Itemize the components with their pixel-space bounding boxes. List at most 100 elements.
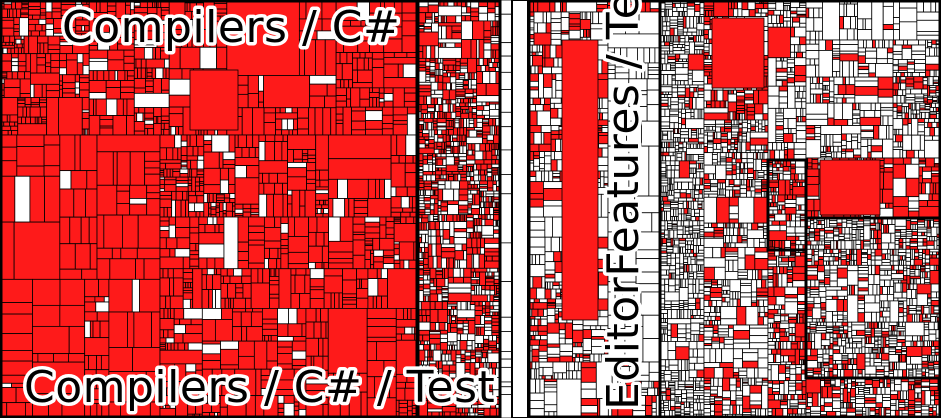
treemap-cell-editorfeatures-test bbox=[664, 229, 669, 236]
treemap-cell-editorfeatures-test bbox=[669, 50, 674, 55]
treemap-cell-editorfeatures-test bbox=[553, 57, 559, 68]
treemap-cell-compilers-csharp-test bbox=[262, 268, 270, 284]
treemap-cell-editorfeatures-test bbox=[666, 165, 672, 171]
treemap-cell-editorfeatures-test bbox=[733, 89, 738, 95]
treemap-cell-compilers-csharp-test bbox=[448, 176, 454, 182]
treemap-cell-compilers-csharp-test bbox=[429, 322, 436, 331]
treemap-cell-compilers-csharp-test bbox=[166, 168, 171, 178]
treemap-cell-compilers-csharp-test bbox=[173, 324, 186, 335]
treemap-cell-editorfeatures-test bbox=[691, 69, 705, 82]
treemap-cell-editorfeatures-test bbox=[568, 361, 575, 372]
treemap-cell-compilers-csharp-test bbox=[263, 247, 270, 260]
treemap-cell-editorfeatures-test bbox=[680, 404, 685, 411]
treemap-cell-compilers-csharp-test bbox=[450, 180, 460, 190]
treemap-cell-editorfeatures-test bbox=[684, 227, 690, 232]
treemap-cell-editorfeatures-test bbox=[687, 256, 692, 265]
treemap-cell-compilers-csharp-test bbox=[316, 216, 329, 233]
treemap-cell-editorfeatures-test bbox=[674, 128, 678, 135]
treemap-cell-editorfeatures-test bbox=[681, 108, 687, 114]
treemap-cell-compilers-csharp bbox=[378, 101, 385, 108]
treemap-cell-editorfeatures-test bbox=[690, 322, 701, 332]
treemap-cell-editorfeatures-test bbox=[710, 186, 719, 192]
treemap-cell-compilers-csharp bbox=[168, 113, 184, 128]
treemap-cell-editorfeatures-test bbox=[664, 366, 670, 371]
treemap-cell-editorfeatures-test bbox=[543, 391, 558, 406]
treemap-cell-compilers-csharp-test bbox=[442, 72, 448, 78]
treemap-cell-editorfeatures-test bbox=[692, 143, 697, 149]
treemap-cell-compilers-csharp-test bbox=[481, 214, 486, 220]
treemap-cell-editorfeatures-test bbox=[670, 394, 676, 400]
treemap-cell-compilers-csharp-test bbox=[258, 141, 266, 162]
treemap-cell-compilers-csharp bbox=[378, 92, 385, 100]
treemap-cell-compilers-csharp-test bbox=[460, 353, 466, 359]
treemap-cell-compilers-csharp bbox=[152, 78, 162, 94]
treemap-cell-compilers-csharp bbox=[20, 13, 29, 19]
treemap-cell-compilers-csharp-test bbox=[453, 141, 459, 147]
treemap-cell-compilers-csharp bbox=[153, 123, 162, 136]
treemap-cell-editorfeatures-test bbox=[703, 126, 708, 131]
treemap-cell-editorfeatures-test bbox=[690, 315, 694, 320]
treemap-cell-compilers-csharp-test bbox=[486, 176, 493, 182]
treemap-cell-compilers-csharp bbox=[120, 92, 135, 100]
treemap-cell-editorfeatures-test bbox=[663, 313, 668, 319]
treemap-cell-editorfeatures-test bbox=[688, 348, 694, 358]
treemap-cell-compilers-csharp-test bbox=[430, 93, 444, 99]
treemap-cell-compilers-csharp-test bbox=[486, 139, 494, 145]
treemap-cell-editorfeatures-test bbox=[673, 169, 680, 179]
treemap-cell-editorfeatures-test bbox=[755, 121, 759, 127]
treemap-cell-compilers-csharp-test bbox=[474, 310, 483, 316]
treemap-cell-compilers-csharp bbox=[45, 83, 60, 92]
treemap-cell-compilers-csharp-test bbox=[454, 173, 459, 182]
treemap-cell-editorfeatures-test bbox=[562, 372, 567, 380]
treemap-cell-compilers-csharp-test bbox=[287, 167, 308, 178]
treemap-cell-compilers-csharp-test bbox=[457, 173, 462, 182]
treemap-cell-compilers-csharp-test bbox=[257, 268, 264, 284]
treemap-cell-compilers-csharp bbox=[160, 122, 165, 130]
treemap-cell-compilers-csharp-test bbox=[453, 159, 460, 164]
treemap-cell-editorfeatures-test bbox=[678, 123, 682, 130]
treemap-cell-editorfeatures-test bbox=[699, 171, 705, 179]
treemap-cell-compilers-csharp-test bbox=[466, 6, 472, 14]
treemap-cell-compilers-csharp-test bbox=[59, 188, 75, 218]
treemap-cell-compilers-csharp-test bbox=[455, 57, 461, 63]
treemap-cell-compilers-csharp-test bbox=[407, 308, 412, 320]
treemap-cell-editorfeatures-test bbox=[682, 27, 689, 33]
treemap-cell-compilers-csharp bbox=[82, 53, 90, 66]
treemap-cell-compilers-csharp-test bbox=[466, 253, 473, 269]
treemap-cell-compilers-csharp-test bbox=[437, 293, 443, 303]
treemap-cell-editorfeatures-test bbox=[675, 274, 681, 280]
treemap-cell-compilers-csharp-test bbox=[89, 243, 98, 270]
treemap-cell-compilers-csharp-test bbox=[84, 337, 110, 356]
treemap-cell-compilers-csharp-test bbox=[433, 97, 439, 105]
treemap-cell-editorfeatures-test bbox=[538, 73, 544, 99]
treemap-cell-compilers-csharp-test bbox=[226, 268, 234, 277]
treemap-cell-editorfeatures-test bbox=[697, 93, 705, 98]
treemap-cell-compilers-csharp-test bbox=[437, 188, 444, 202]
treemap-cell-compilers-csharp bbox=[45, 62, 52, 67]
treemap-cell-editorfeatures-test bbox=[682, 16, 687, 29]
treemap-cell-compilers-csharp-test bbox=[287, 149, 294, 163]
treemap-cell-compilers-csharp-test bbox=[435, 286, 443, 291]
treemap-cell-compilers-csharp bbox=[37, 35, 49, 44]
treemap-cell-editorfeatures-test bbox=[536, 110, 551, 126]
treemap-cell-editorfeatures-test bbox=[744, 162, 748, 170]
treemap-cell-editorfeatures-test bbox=[693, 35, 697, 43]
treemap-cell-compilers-csharp-test bbox=[146, 198, 161, 216]
treemap-cell-editorfeatures-test bbox=[535, 254, 541, 266]
treemap-cell-compilers-csharp-test bbox=[280, 253, 289, 270]
treemap-cell-compilers-csharp-test bbox=[290, 293, 301, 309]
treemap-cell-compilers-csharp-test bbox=[188, 202, 195, 213]
treemap-cell-editorfeatures-test bbox=[663, 370, 672, 375]
treemap-cell-compilers-csharp-test bbox=[305, 268, 311, 276]
treemap-cell-compilers-csharp-test bbox=[198, 243, 225, 259]
treemap-cell-compilers-csharp bbox=[378, 87, 385, 94]
treemap-cell-compilers-csharp-test bbox=[476, 121, 483, 128]
treemap-cell-compilers-csharp bbox=[120, 86, 135, 93]
treemap-cell-compilers-csharp-test bbox=[390, 211, 402, 218]
treemap-cell-compilers-csharp bbox=[363, 57, 369, 71]
treemap-cell-compilers-csharp-test bbox=[208, 193, 214, 204]
treemap-cell-compilers-csharp bbox=[368, 92, 380, 98]
treemap-cell-compilers-misc bbox=[499, 242, 513, 282]
treemap-cell-compilers-csharp-test bbox=[476, 225, 483, 233]
treemap-cell-editorfeatures-test bbox=[688, 181, 694, 190]
